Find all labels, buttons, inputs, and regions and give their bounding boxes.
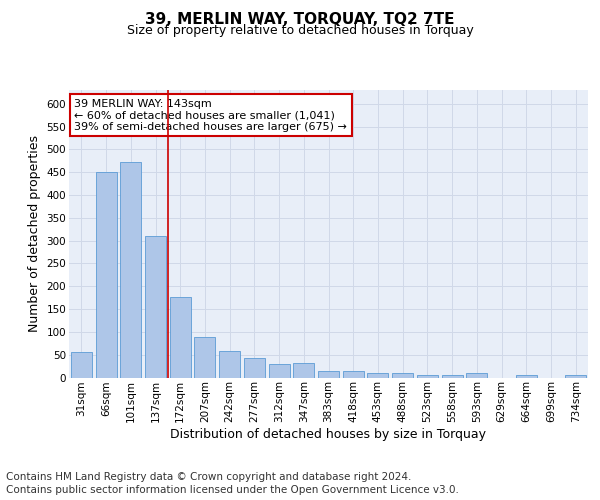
Bar	[71, 352, 92, 378]
Bar	[343, 370, 364, 378]
Bar	[269, 364, 290, 378]
Bar	[293, 363, 314, 378]
Text: Contains public sector information licensed under the Open Government Licence v3: Contains public sector information licen…	[6, 485, 459, 495]
Bar	[417, 375, 438, 378]
Bar	[219, 351, 240, 378]
Bar	[120, 162, 141, 378]
Bar	[145, 236, 166, 378]
Text: 39, MERLIN WAY, TORQUAY, TQ2 7TE: 39, MERLIN WAY, TORQUAY, TQ2 7TE	[145, 12, 455, 28]
Bar	[244, 358, 265, 378]
Text: Contains HM Land Registry data © Crown copyright and database right 2024.: Contains HM Land Registry data © Crown c…	[6, 472, 412, 482]
Bar	[194, 338, 215, 378]
Text: Size of property relative to detached houses in Torquay: Size of property relative to detached ho…	[127, 24, 473, 37]
Bar	[516, 375, 537, 378]
Bar	[95, 172, 116, 378]
Bar	[466, 374, 487, 378]
Bar	[392, 373, 413, 378]
Bar	[565, 375, 586, 378]
Text: 39 MERLIN WAY: 143sqm
← 60% of detached houses are smaller (1,041)
39% of semi-d: 39 MERLIN WAY: 143sqm ← 60% of detached …	[74, 98, 347, 132]
Bar	[367, 373, 388, 378]
Bar	[170, 297, 191, 378]
Bar	[318, 370, 339, 378]
Bar	[442, 375, 463, 378]
Y-axis label: Number of detached properties: Number of detached properties	[28, 135, 41, 332]
X-axis label: Distribution of detached houses by size in Torquay: Distribution of detached houses by size …	[170, 428, 487, 441]
